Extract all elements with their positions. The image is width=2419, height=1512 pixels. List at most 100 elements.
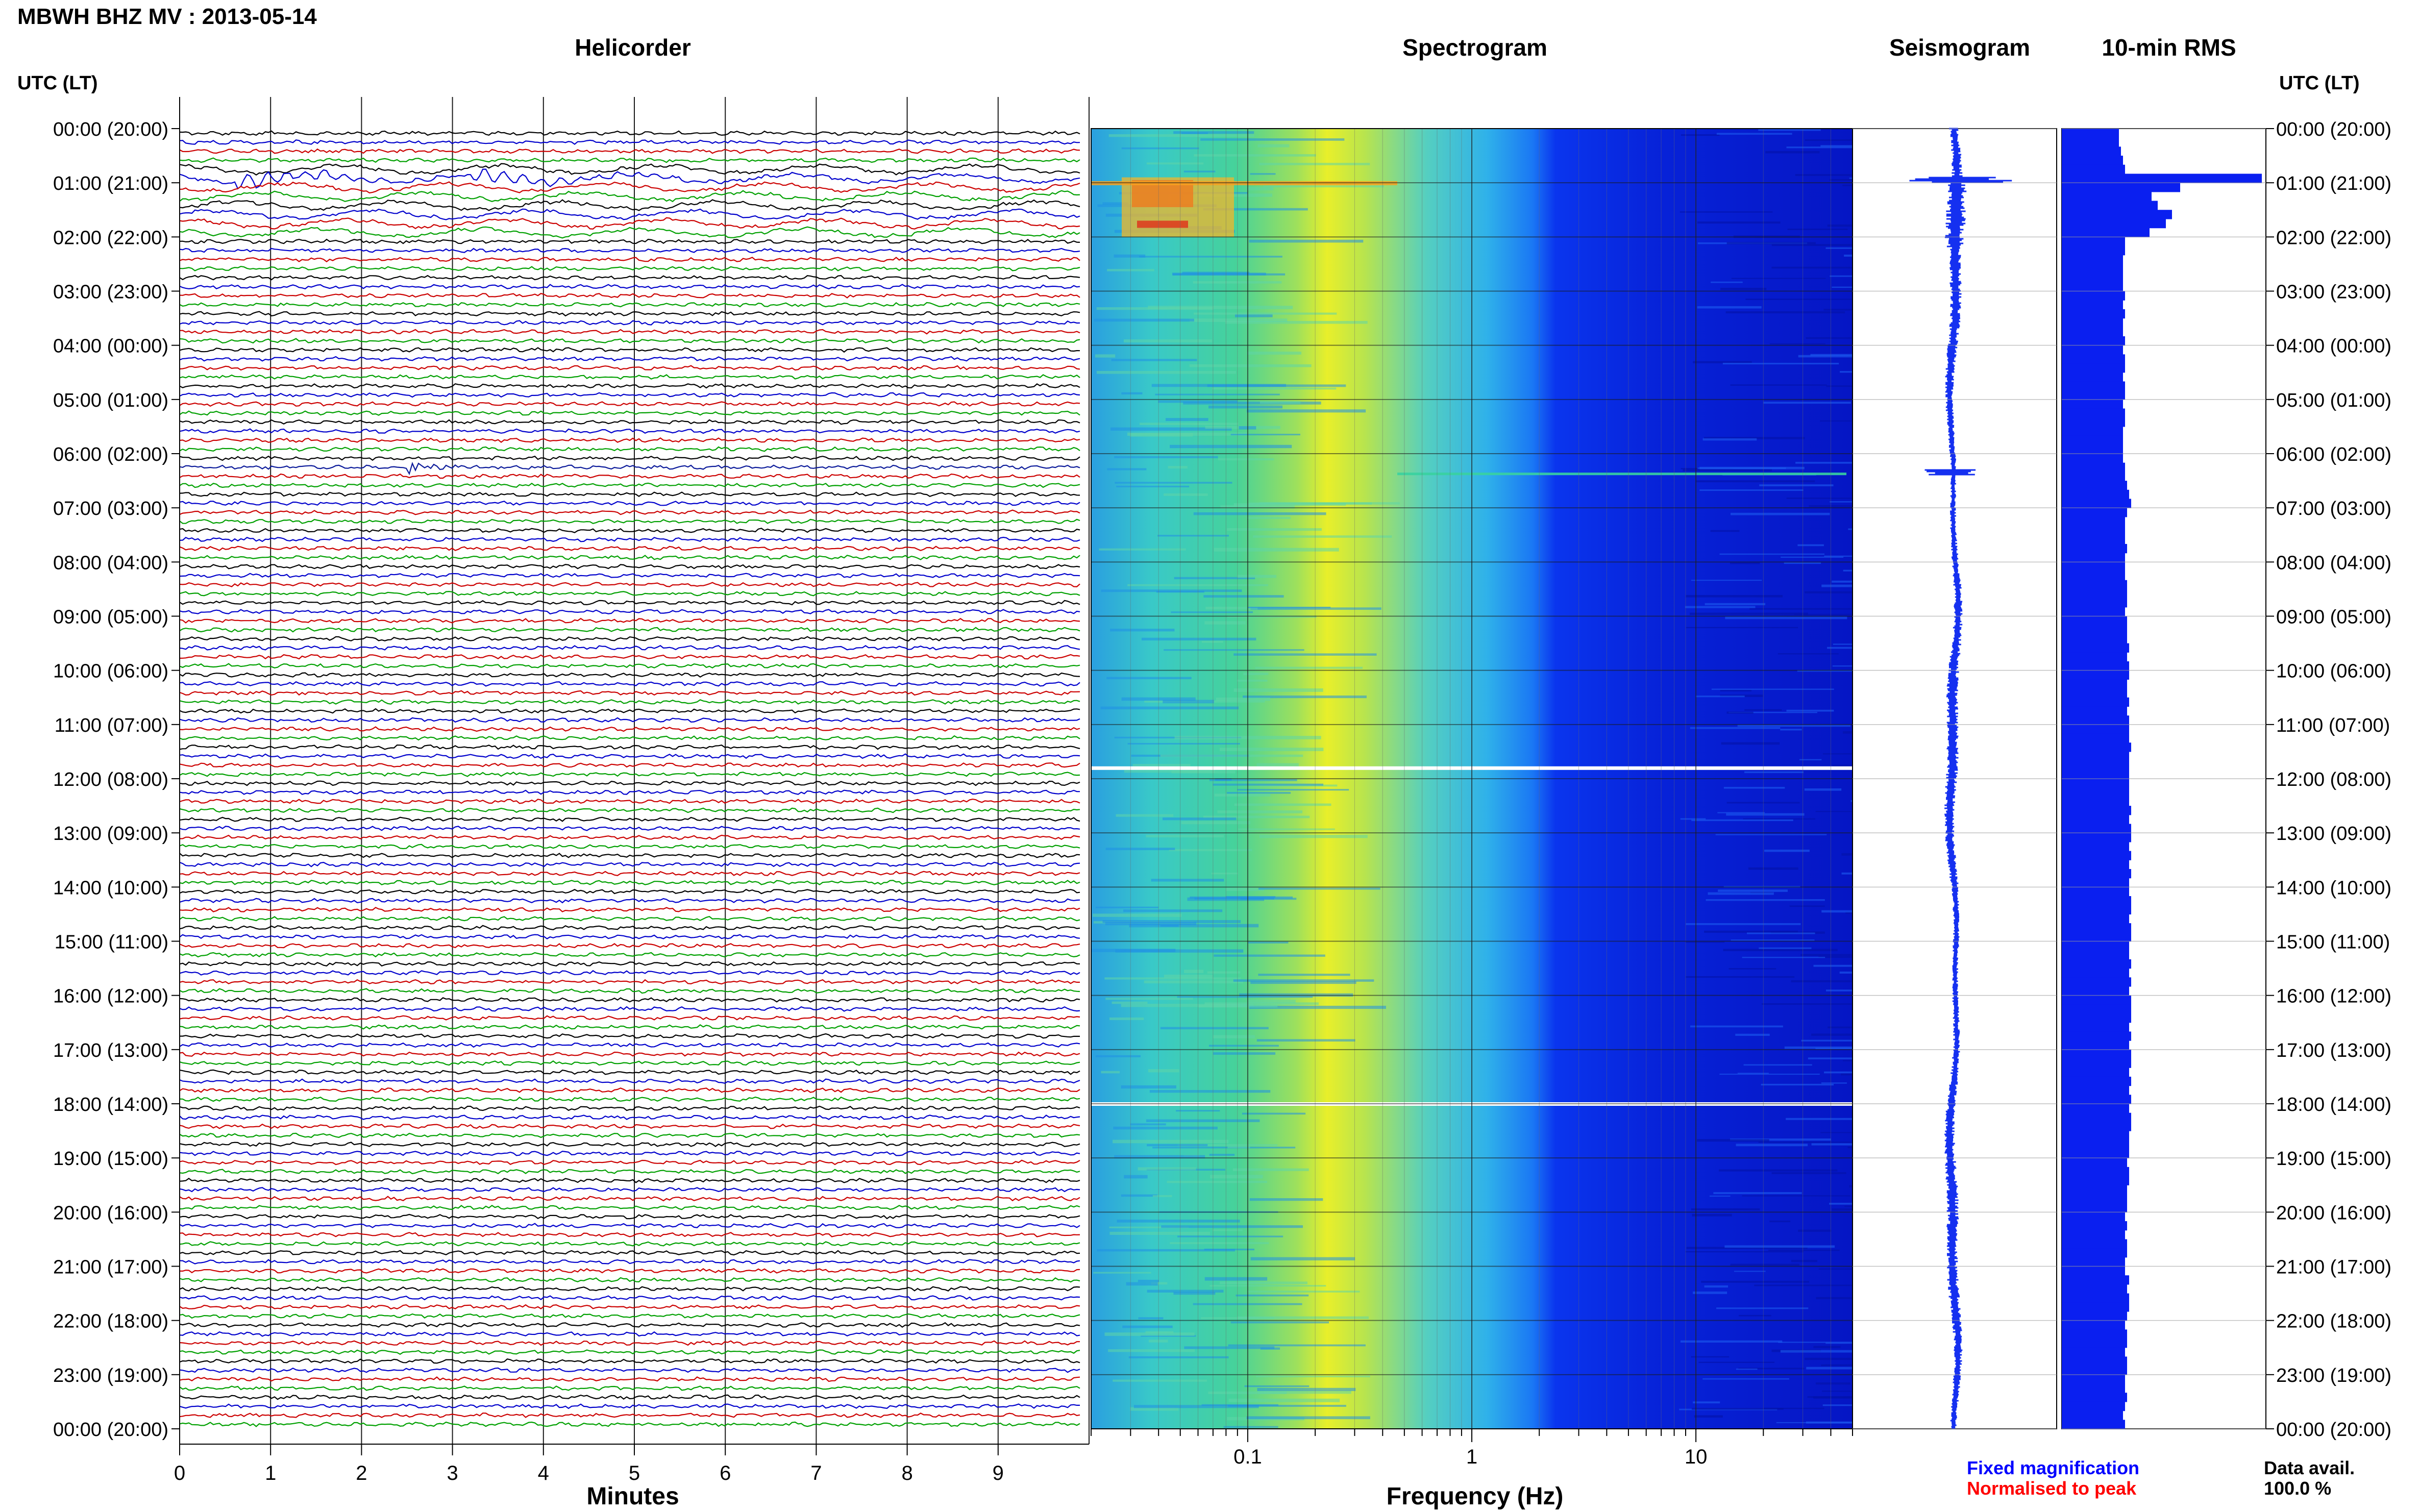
spectrogram-texture: [1761, 1083, 1834, 1086]
spectrogram-streak: [1248, 606, 1331, 608]
spectrogram-streak: [1102, 920, 1241, 923]
rms-bar: [2062, 246, 2125, 256]
spectrogram-texture: [1721, 742, 1780, 745]
helicorder-trace: [179, 410, 1080, 416]
spectrogram-streak: [1210, 779, 1297, 781]
spectrogram-streak: [1113, 1379, 1207, 1382]
rms-bar: [2062, 183, 2180, 192]
spectrogram-streak: [1170, 1242, 1269, 1245]
spectrogram-texture: [1692, 1291, 1727, 1294]
spectrogram-texture: [1735, 1033, 1770, 1036]
helicorder-trace: [179, 536, 1080, 542]
rms-bar: [2062, 697, 2129, 707]
helicorder-trace: [179, 528, 1080, 533]
spectrogram-streak: [1126, 1282, 1158, 1286]
spectrogram-texture: [1691, 1408, 1784, 1410]
rms-bar: [2062, 779, 2129, 788]
spectrogram-streak: [1117, 1220, 1240, 1223]
spectrogram-streak: [1242, 695, 1367, 699]
rms-bar: [2062, 869, 2131, 879]
spectrogram-streak: [1207, 971, 1241, 974]
spectrogram-texture: [1708, 892, 1774, 895]
spectrogram-texture: [1737, 724, 1851, 727]
spectrogram-streak: [1144, 980, 1244, 984]
spectrogram-streak: [1170, 444, 1292, 449]
spectrogram-texture: [1720, 287, 1767, 290]
spectrogram-streak: [1113, 1139, 1229, 1144]
time-label-left: 11:00 (07:00): [55, 715, 168, 736]
spectrogram-streak: [1138, 1167, 1196, 1171]
helicorder-trace: [179, 275, 1080, 281]
helicorder-trace: [179, 798, 1080, 804]
rms-bar: [2062, 950, 2129, 960]
spectrogram-streak: [1225, 896, 1276, 898]
spectrogram-streak: [1105, 998, 1193, 1000]
helicorder-trace: [179, 672, 1080, 678]
spectrogram-texture: [1778, 1342, 1862, 1343]
spectrogram-texture: [1730, 512, 1830, 515]
rms-bar: [2062, 1131, 2129, 1141]
spectrogram-streak: [1130, 1123, 1166, 1126]
spectrogram-texture: [1725, 616, 1847, 619]
spectrogram-texture: [1694, 1415, 1723, 1418]
rms-bar: [2062, 1284, 2127, 1294]
time-label-left: 05:00 (01:00): [53, 390, 168, 411]
spectrogram-streak: [1141, 637, 1256, 641]
spectrogram-streak: [1259, 163, 1370, 165]
rms-bar: [2062, 1393, 2127, 1402]
spectrogram-texture: [1780, 1350, 1874, 1353]
rms-bar: [2062, 156, 2123, 165]
spectrogram-streak: [1116, 485, 1190, 488]
helicorder-trace: [179, 509, 1080, 515]
rms-bar: [2062, 562, 2125, 572]
helicorder-trace: [179, 1322, 1080, 1328]
spectrogram-streak: [1189, 364, 1312, 367]
rms-bar: [2062, 191, 2152, 202]
helicorder-trace: [179, 907, 1080, 912]
spectrogram-streak: [1237, 679, 1268, 682]
seismogram-title: Seismogram: [1889, 34, 2031, 61]
time-axis-header-left: UTC (LT): [17, 72, 98, 94]
frequency-axis-label: Frequency (Hz): [1386, 1483, 1564, 1510]
spectrogram-texture: [1798, 1229, 1832, 1232]
spectrogram-texture: [1829, 179, 1853, 181]
spectrogram-streak: [1243, 673, 1269, 675]
spectrogram-streak: [1220, 1281, 1307, 1284]
spectrogram-streak: [1220, 505, 1295, 509]
helicorder-trace: [179, 1313, 1080, 1319]
spectrogram-texture: [1729, 968, 1776, 970]
spectrogram-texture: [1806, 337, 1871, 339]
time-label-right: 05:00 (01:00): [2276, 390, 2391, 411]
rms-bar: [2062, 589, 2127, 599]
rms-bar: [2062, 228, 2150, 237]
helicorder-trace: [179, 772, 1080, 777]
spectrogram-streak: [1168, 466, 1188, 469]
spectrogram-streak: [1205, 606, 1258, 610]
spectrogram-texture: [1746, 932, 1815, 934]
spectrogram-streak: [1164, 975, 1213, 978]
spectrogram-streak: [1233, 688, 1323, 692]
spectrogram-streak: [1258, 887, 1380, 890]
spectrogram-streak: [1173, 1292, 1216, 1295]
spectrogram-streak: [1101, 1071, 1120, 1074]
frequency-tick-label: 10: [1685, 1446, 1708, 1468]
spectrogram-streak: [1235, 314, 1273, 317]
rms-bar: [2062, 833, 2131, 842]
spectrogram-texture: [1738, 1315, 1771, 1317]
rms-bar: [2062, 129, 2119, 138]
time-axis-header-right: UTC (LT): [2279, 72, 2360, 94]
rms-bar: [2062, 1004, 2131, 1014]
spectrogram-streak: [1127, 742, 1240, 745]
helicorder-trace: [179, 1358, 1080, 1364]
rms-bar: [2062, 770, 2129, 779]
rms-bar: [2062, 345, 2123, 355]
rms-bar: [2062, 625, 2127, 635]
spectrogram-texture: [1764, 1407, 1824, 1409]
spectrogram-event-peak: [1137, 220, 1188, 228]
spectrogram-texture: [1815, 1382, 1850, 1385]
spectrogram-streak: [1249, 1005, 1386, 1009]
spectrogram-streak: [1177, 1235, 1283, 1237]
helicorder-trace: [179, 130, 1080, 136]
spectrogram-streak: [1095, 1055, 1141, 1057]
helicorder-trace: [179, 1114, 1080, 1121]
